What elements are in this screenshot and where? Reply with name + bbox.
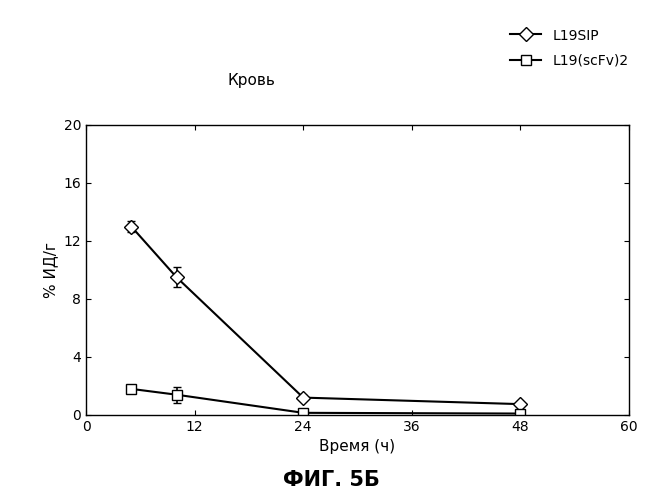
Text: Кровь: Кровь: [228, 72, 275, 88]
Legend: L19SIP, L19(scFv)2: L19SIP, L19(scFv)2: [504, 22, 636, 75]
Text: ФИГ. 5Б: ФИГ. 5Б: [283, 470, 379, 490]
Y-axis label: % ИД/г: % ИД/г: [43, 242, 58, 298]
X-axis label: Время (ч): Время (ч): [320, 440, 395, 454]
